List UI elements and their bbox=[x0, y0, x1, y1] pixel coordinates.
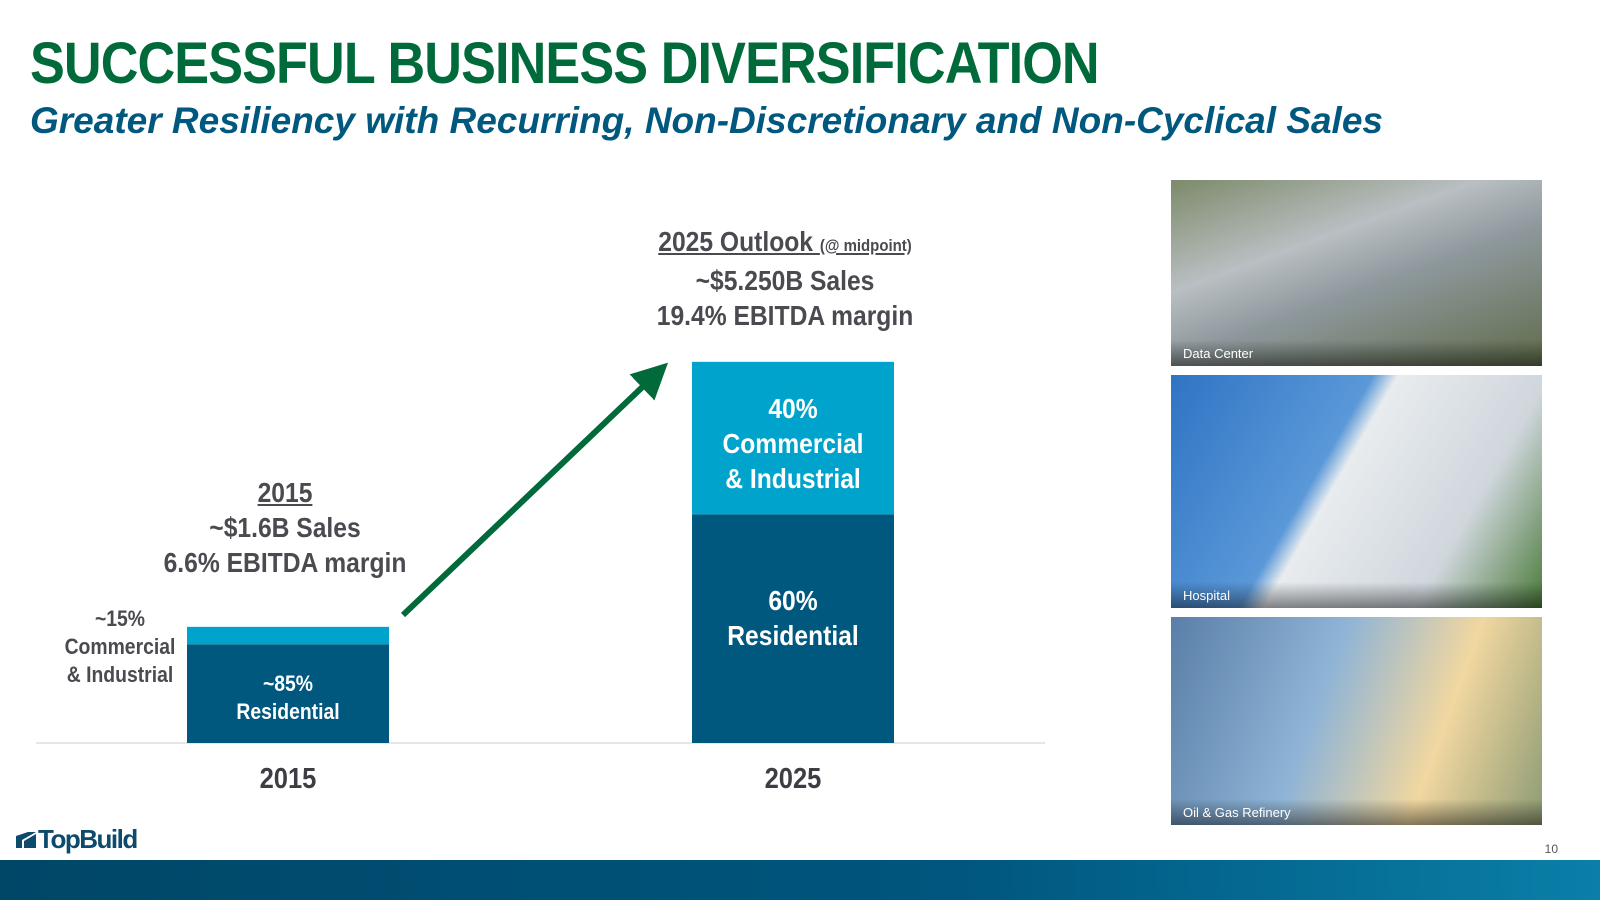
res-2025-label: 60% Residential bbox=[727, 585, 859, 651]
year-label: 2025 Outlook bbox=[658, 226, 814, 257]
bar-2025-commercial-industrial bbox=[692, 361, 894, 515]
photo-hospital: Hospital bbox=[1171, 375, 1542, 608]
stacked-bar-chart bbox=[36, 361, 1045, 744]
bar-2025-residential bbox=[692, 514, 894, 743]
bar-2015-residential bbox=[187, 644, 389, 743]
roof-icon bbox=[16, 831, 36, 848]
annotation-2025: 2025 Outlook (@ midpoint) ~$5.250B Sales… bbox=[613, 224, 956, 333]
page-number: 10 bbox=[1544, 842, 1558, 856]
res-2015-label: ~85% Residential bbox=[236, 671, 340, 724]
page-subtitle: Greater Resiliency with Recurring, Non-D… bbox=[30, 100, 1383, 141]
year-label: 2015 bbox=[257, 477, 313, 508]
midpoint-note: (@ midpoint) bbox=[819, 236, 912, 255]
annotation-2015: 2015 ~$1.6B Sales 6.6% EBITDA margin bbox=[140, 475, 430, 580]
page-title: SUCCESSFUL BUSINESS DIVERSIFICATION bbox=[30, 31, 1100, 96]
x-tick-2015: 2015 bbox=[259, 763, 317, 795]
photo-refinery: Oil & Gas Refinery bbox=[1171, 617, 1542, 825]
photo-data-center: Data Center bbox=[1171, 180, 1542, 366]
footer-bar bbox=[0, 860, 1600, 900]
sales-label: ~$5.250B Sales bbox=[695, 265, 875, 296]
margin-label: 19.4% EBITDA margin bbox=[656, 300, 914, 331]
topbuild-logo: TopBuild bbox=[16, 824, 138, 855]
margin-label: 6.6% EBITDA margin bbox=[163, 547, 407, 578]
ci-2015-label: ~15% Commercial & Industrial bbox=[64, 606, 176, 687]
x-tick-2025: 2025 bbox=[764, 763, 822, 795]
bar-2015-commercial-industrial bbox=[187, 626, 389, 645]
growth-arrow bbox=[400, 362, 669, 618]
sales-label: ~$1.6B Sales bbox=[209, 512, 361, 543]
ci-2025-label: 40% Commercial & Industrial bbox=[722, 393, 864, 494]
